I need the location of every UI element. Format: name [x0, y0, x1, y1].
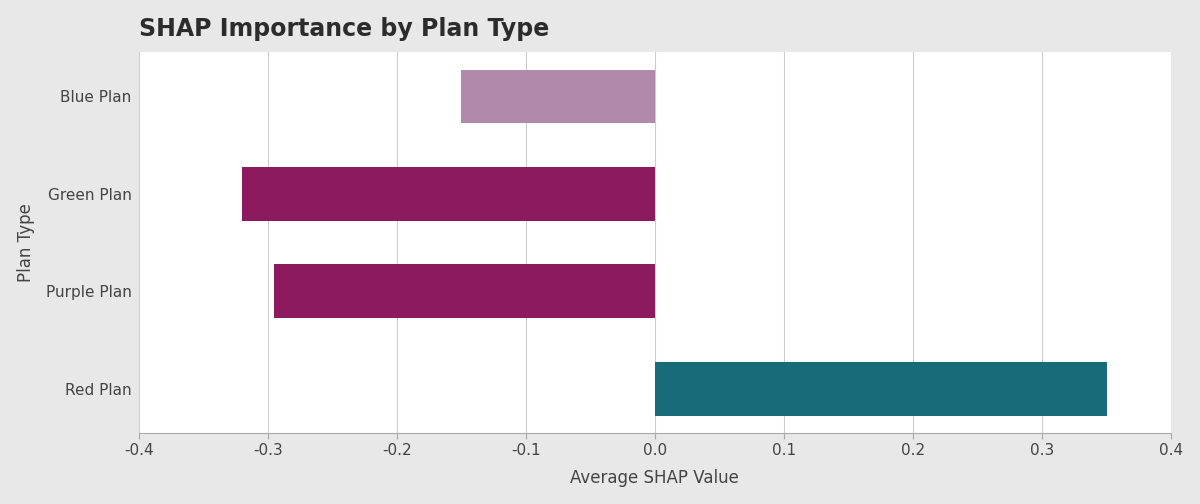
Text: SHAP Importance by Plan Type: SHAP Importance by Plan Type: [138, 17, 548, 41]
X-axis label: Average SHAP Value: Average SHAP Value: [570, 469, 739, 487]
Y-axis label: Plan Type: Plan Type: [17, 203, 35, 282]
Bar: [655, 362, 1106, 415]
Bar: [274, 265, 655, 318]
Bar: [461, 70, 655, 123]
Bar: [242, 167, 655, 221]
